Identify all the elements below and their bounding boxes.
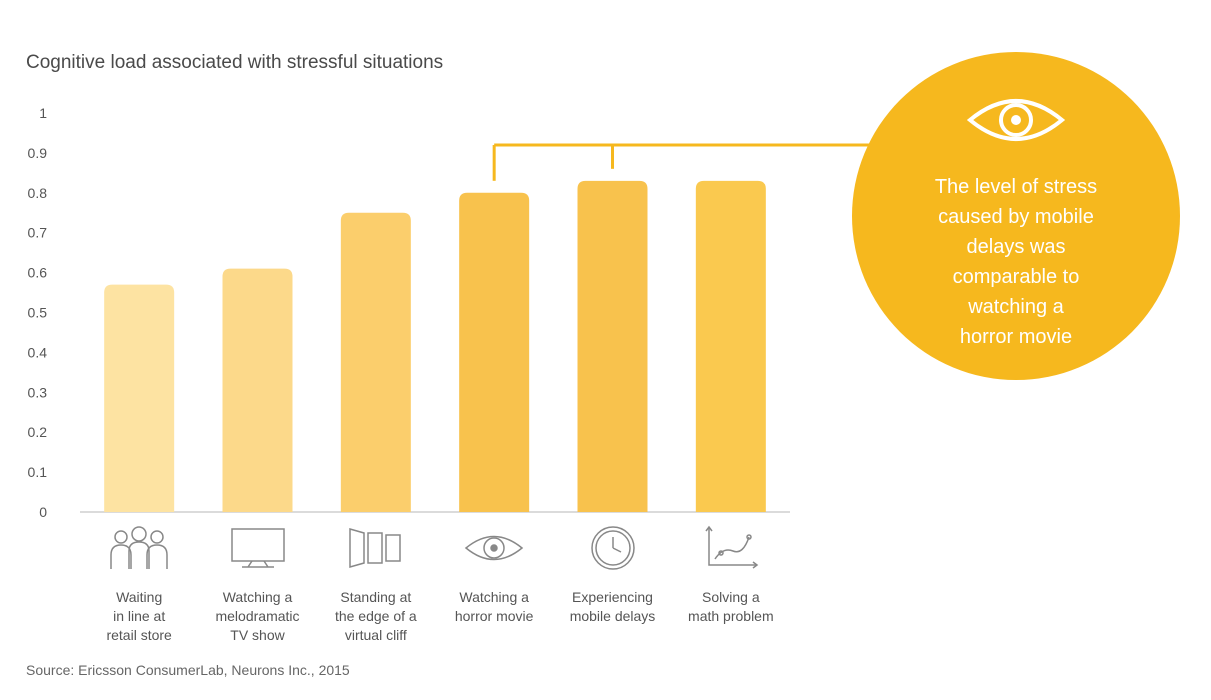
x-tick-label-line: melodramatic bbox=[215, 608, 300, 624]
x-tick-label-line: math problem bbox=[688, 608, 774, 624]
x-tick-label-line: Solving a bbox=[702, 589, 760, 605]
x-tick-label-line: virtual cliff bbox=[344, 627, 407, 643]
y-tick-label: 0.6 bbox=[28, 265, 48, 281]
x-tick-label-line: Waiting bbox=[116, 589, 163, 605]
bar bbox=[340, 212, 411, 512]
x-tick-label-line: in line at bbox=[113, 608, 166, 624]
x-tick-label-line: horror movie bbox=[454, 608, 534, 624]
x-tick-label: Watching a horror movie bbox=[434, 588, 554, 626]
x-tick-label-line: Standing at bbox=[340, 589, 412, 605]
x-tick-label-line: Watching a bbox=[222, 589, 293, 605]
chart-title: Cognitive load associated with stressful… bbox=[26, 52, 444, 73]
people-group-icon bbox=[107, 525, 171, 576]
x-tick-label-line: Experiencing bbox=[572, 589, 653, 605]
y-tick-label: 0.3 bbox=[28, 384, 48, 400]
x-tick-label: Experiencing mobile delays bbox=[553, 588, 673, 626]
x-tick-label-line: mobile delays bbox=[569, 608, 656, 624]
callout-text: The level of stress caused by mobile delay… bbox=[892, 172, 1140, 352]
callout-circle: The level of stress caused by mobile delay… bbox=[852, 52, 1180, 380]
bar bbox=[459, 192, 530, 513]
callout-text-line: delays was bbox=[966, 236, 1066, 258]
x-tick-label: Solving a math problem bbox=[671, 588, 791, 626]
source-note: Source: Ericsson ConsumerLab, Neurons In… bbox=[26, 662, 350, 678]
y-tick-label: 0.4 bbox=[28, 344, 48, 360]
callout-text-line: horror movie bbox=[959, 326, 1073, 348]
y-tick-label: 0.7 bbox=[28, 225, 48, 241]
x-tick-label: Standing at the edge of a virtual cliff bbox=[316, 588, 436, 645]
eye-icon bbox=[462, 525, 526, 576]
x-tick-label: Waiting in line at retail store bbox=[79, 588, 199, 645]
y-tick-label: 0.5 bbox=[28, 305, 48, 321]
y-tick-label: 1 bbox=[39, 105, 47, 121]
bar bbox=[577, 180, 648, 512]
clock-icon bbox=[581, 525, 645, 576]
bar bbox=[695, 180, 766, 512]
y-tick-label: 0.9 bbox=[28, 145, 48, 161]
y-tick-label: 0.1 bbox=[28, 464, 48, 480]
y-tick-label: 0.2 bbox=[28, 424, 48, 440]
eye-icon bbox=[966, 99, 1066, 141]
callout-text-line: caused by mobile bbox=[938, 206, 1094, 228]
y-tick-label: 0.8 bbox=[28, 185, 48, 201]
y-tick-label: 0 bbox=[39, 504, 47, 520]
x-tick-label-line: retail store bbox=[106, 627, 172, 643]
bar bbox=[222, 268, 293, 512]
graph-icon bbox=[699, 525, 763, 576]
x-tick-label-line: the edge of a bbox=[334, 608, 417, 624]
vr-panels-icon bbox=[344, 525, 408, 576]
x-tick-label: Watching a melodramatic TV show bbox=[198, 588, 318, 645]
callout-text-line: The level of stress bbox=[934, 176, 1098, 198]
bar bbox=[104, 284, 175, 512]
tv-screen-icon bbox=[226, 525, 290, 576]
x-tick-label-line: TV show bbox=[230, 627, 285, 643]
callout-text-line: comparable to bbox=[952, 266, 1080, 288]
callout-text-line: watching a bbox=[968, 296, 1064, 318]
x-tick-label-line: Watching a bbox=[459, 589, 529, 605]
